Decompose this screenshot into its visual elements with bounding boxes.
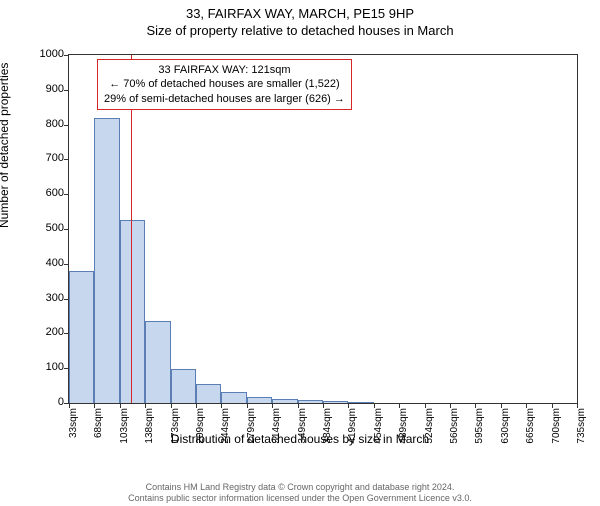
histogram-bar bbox=[94, 118, 119, 403]
x-tick-label: 700sqm bbox=[551, 408, 562, 458]
x-tick-label: 524sqm bbox=[424, 408, 435, 458]
histogram-bar bbox=[171, 369, 196, 403]
y-tick bbox=[64, 90, 69, 91]
x-tick-label: 419sqm bbox=[347, 408, 358, 458]
chart-title-address: 33, FAIRFAX WAY, MARCH, PE15 9HP bbox=[0, 6, 600, 21]
y-tick bbox=[64, 264, 69, 265]
x-tick-label: 595sqm bbox=[474, 408, 485, 458]
y-tick-label: 900 bbox=[24, 83, 64, 95]
x-tick-label: 138sqm bbox=[144, 408, 155, 458]
copyright-line2: Contains public sector information licen… bbox=[0, 493, 600, 504]
y-tick bbox=[64, 159, 69, 160]
x-tick-label: 103sqm bbox=[119, 408, 130, 458]
x-tick-label: 560sqm bbox=[449, 408, 460, 458]
callout-line2: ← 70% of detached houses are smaller (1,… bbox=[104, 77, 345, 91]
histogram-bar bbox=[348, 402, 373, 403]
callout-line1: 33 FAIRFAX WAY: 121sqm bbox=[104, 63, 345, 77]
chart-container: Number of detached properties 33 FAIRFAX… bbox=[0, 48, 600, 468]
histogram-bar bbox=[323, 401, 348, 403]
y-tick-label: 0 bbox=[24, 396, 64, 408]
y-tick bbox=[64, 194, 69, 195]
y-tick bbox=[64, 55, 69, 56]
copyright-line1: Contains HM Land Registry data © Crown c… bbox=[0, 482, 600, 493]
plot-area: 33 FAIRFAX WAY: 121sqm← 70% of detached … bbox=[68, 54, 578, 404]
x-tick-label: 68sqm bbox=[93, 408, 104, 458]
histogram-bar bbox=[298, 400, 323, 403]
x-tick-label: 173sqm bbox=[170, 408, 181, 458]
copyright-notice: Contains HM Land Registry data © Crown c… bbox=[0, 482, 600, 504]
x-tick-label: 209sqm bbox=[195, 408, 206, 458]
y-tick-label: 400 bbox=[24, 257, 64, 269]
callout-line3: 29% of semi-detached houses are larger (… bbox=[104, 92, 345, 106]
x-tick-label: 349sqm bbox=[297, 408, 308, 458]
y-tick-label: 800 bbox=[24, 118, 64, 130]
histogram-bar bbox=[145, 321, 170, 403]
y-tick bbox=[64, 229, 69, 230]
x-tick-label: 33sqm bbox=[68, 408, 79, 458]
x-tick-label: 279sqm bbox=[246, 408, 257, 458]
histogram-bar bbox=[196, 384, 221, 403]
x-tick-label: 665sqm bbox=[525, 408, 536, 458]
y-axis-label: Number of detached properties bbox=[0, 63, 11, 228]
y-tick bbox=[64, 125, 69, 126]
chart-subtitle: Size of property relative to detached ho… bbox=[0, 23, 600, 38]
histogram-bar bbox=[69, 271, 94, 403]
histogram-bar bbox=[272, 399, 297, 403]
x-tick-label: 244sqm bbox=[220, 408, 231, 458]
y-tick-label: 300 bbox=[24, 292, 64, 304]
histogram-bar bbox=[221, 392, 246, 403]
y-tick-label: 600 bbox=[24, 187, 64, 199]
y-tick-label: 500 bbox=[24, 222, 64, 234]
y-tick-label: 200 bbox=[24, 326, 64, 338]
y-tick-label: 100 bbox=[24, 361, 64, 373]
y-tick-label: 700 bbox=[24, 152, 64, 164]
x-tick-label: 735sqm bbox=[576, 408, 587, 458]
histogram-bar bbox=[120, 220, 145, 403]
property-callout: 33 FAIRFAX WAY: 121sqm← 70% of detached … bbox=[97, 59, 352, 110]
y-tick-label: 1000 bbox=[24, 48, 64, 60]
x-tick-label: 314sqm bbox=[271, 408, 282, 458]
x-tick-label: 454sqm bbox=[373, 408, 384, 458]
x-tick-label: 630sqm bbox=[500, 408, 511, 458]
x-tick-label: 489sqm bbox=[398, 408, 409, 458]
x-tick-label: 384sqm bbox=[322, 408, 333, 458]
histogram-bar bbox=[247, 397, 272, 403]
